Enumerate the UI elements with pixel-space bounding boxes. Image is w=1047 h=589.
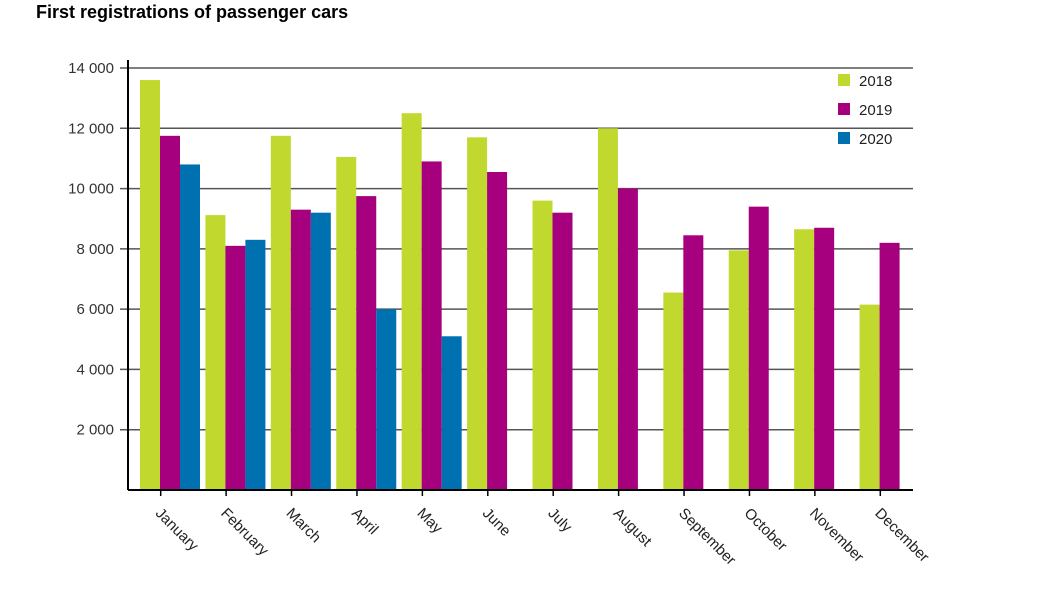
legend-swatch-2019 [838,103,850,115]
x-tick-label: October [741,505,791,555]
legend-bg [856,71,906,89]
bar-2019-september [683,235,704,490]
legend-swatch-2020 [838,132,850,144]
y-tick-label: 2 000 [76,422,114,439]
bar-2018-july [532,200,553,490]
x-tick-label: November [806,505,867,566]
legend-bg [856,129,906,147]
bar-2018-november [794,229,815,490]
bar-2018-september [663,292,684,490]
bar-2019-december [879,242,900,490]
x-tick-label: June [479,505,514,540]
legend-swatch-2018 [838,74,850,86]
bar-2018-march [270,135,291,491]
legend-bg [856,100,906,118]
x-tick-label: April [348,505,381,538]
bar-2020-march [310,212,331,490]
bar-2019-may [421,161,442,490]
bar-2019-november [814,227,835,490]
bar-2019-april [356,196,377,490]
x-tick-label: December [871,505,932,566]
bar-2019-july [552,212,573,490]
chart-title: First registrations of passenger cars [36,2,349,22]
bar-2019-february [225,245,246,490]
bar-2018-may [401,113,422,490]
bar-2019-october [748,206,769,490]
bar-2020-may [441,336,462,490]
y-tick-label: 8 000 [76,241,114,258]
x-tick-label: February [217,505,272,560]
y-tick-label: 6 000 [76,301,114,318]
y-tick-label: 14 000 [68,60,114,77]
bar-2018-august [597,128,618,491]
bar-2018-january [140,80,160,491]
x-tick-label: March [283,505,324,546]
bar-2018-december [859,304,880,490]
bar-2019-march [290,209,311,490]
bar-2018-february [205,215,226,490]
y-tick-label: 10 000 [68,181,114,198]
bar-2018-october [728,250,749,490]
x-tick-label: January [152,505,202,555]
bar-2020-february [245,239,266,490]
bar-2019-january [160,135,180,491]
bar-2020-january [180,164,200,490]
bar-2018-april [336,156,357,490]
x-tick-label: September [675,505,739,569]
x-tick-label: May [414,505,446,537]
y-tick-label: 12 000 [68,120,114,137]
bar-2019-august [617,188,638,491]
legend-label-2020: 2020 [859,131,892,148]
bar-2018-june [467,137,488,491]
x-tick-label: August [610,505,656,551]
bar-2020-april [376,309,397,490]
bar-2019-june [487,171,508,490]
legend-label-2019: 2019 [859,102,892,119]
x-tick-label: July [544,505,575,536]
y-tick-label: 4 000 [76,361,114,378]
legend-label-2018: 2018 [859,73,892,90]
